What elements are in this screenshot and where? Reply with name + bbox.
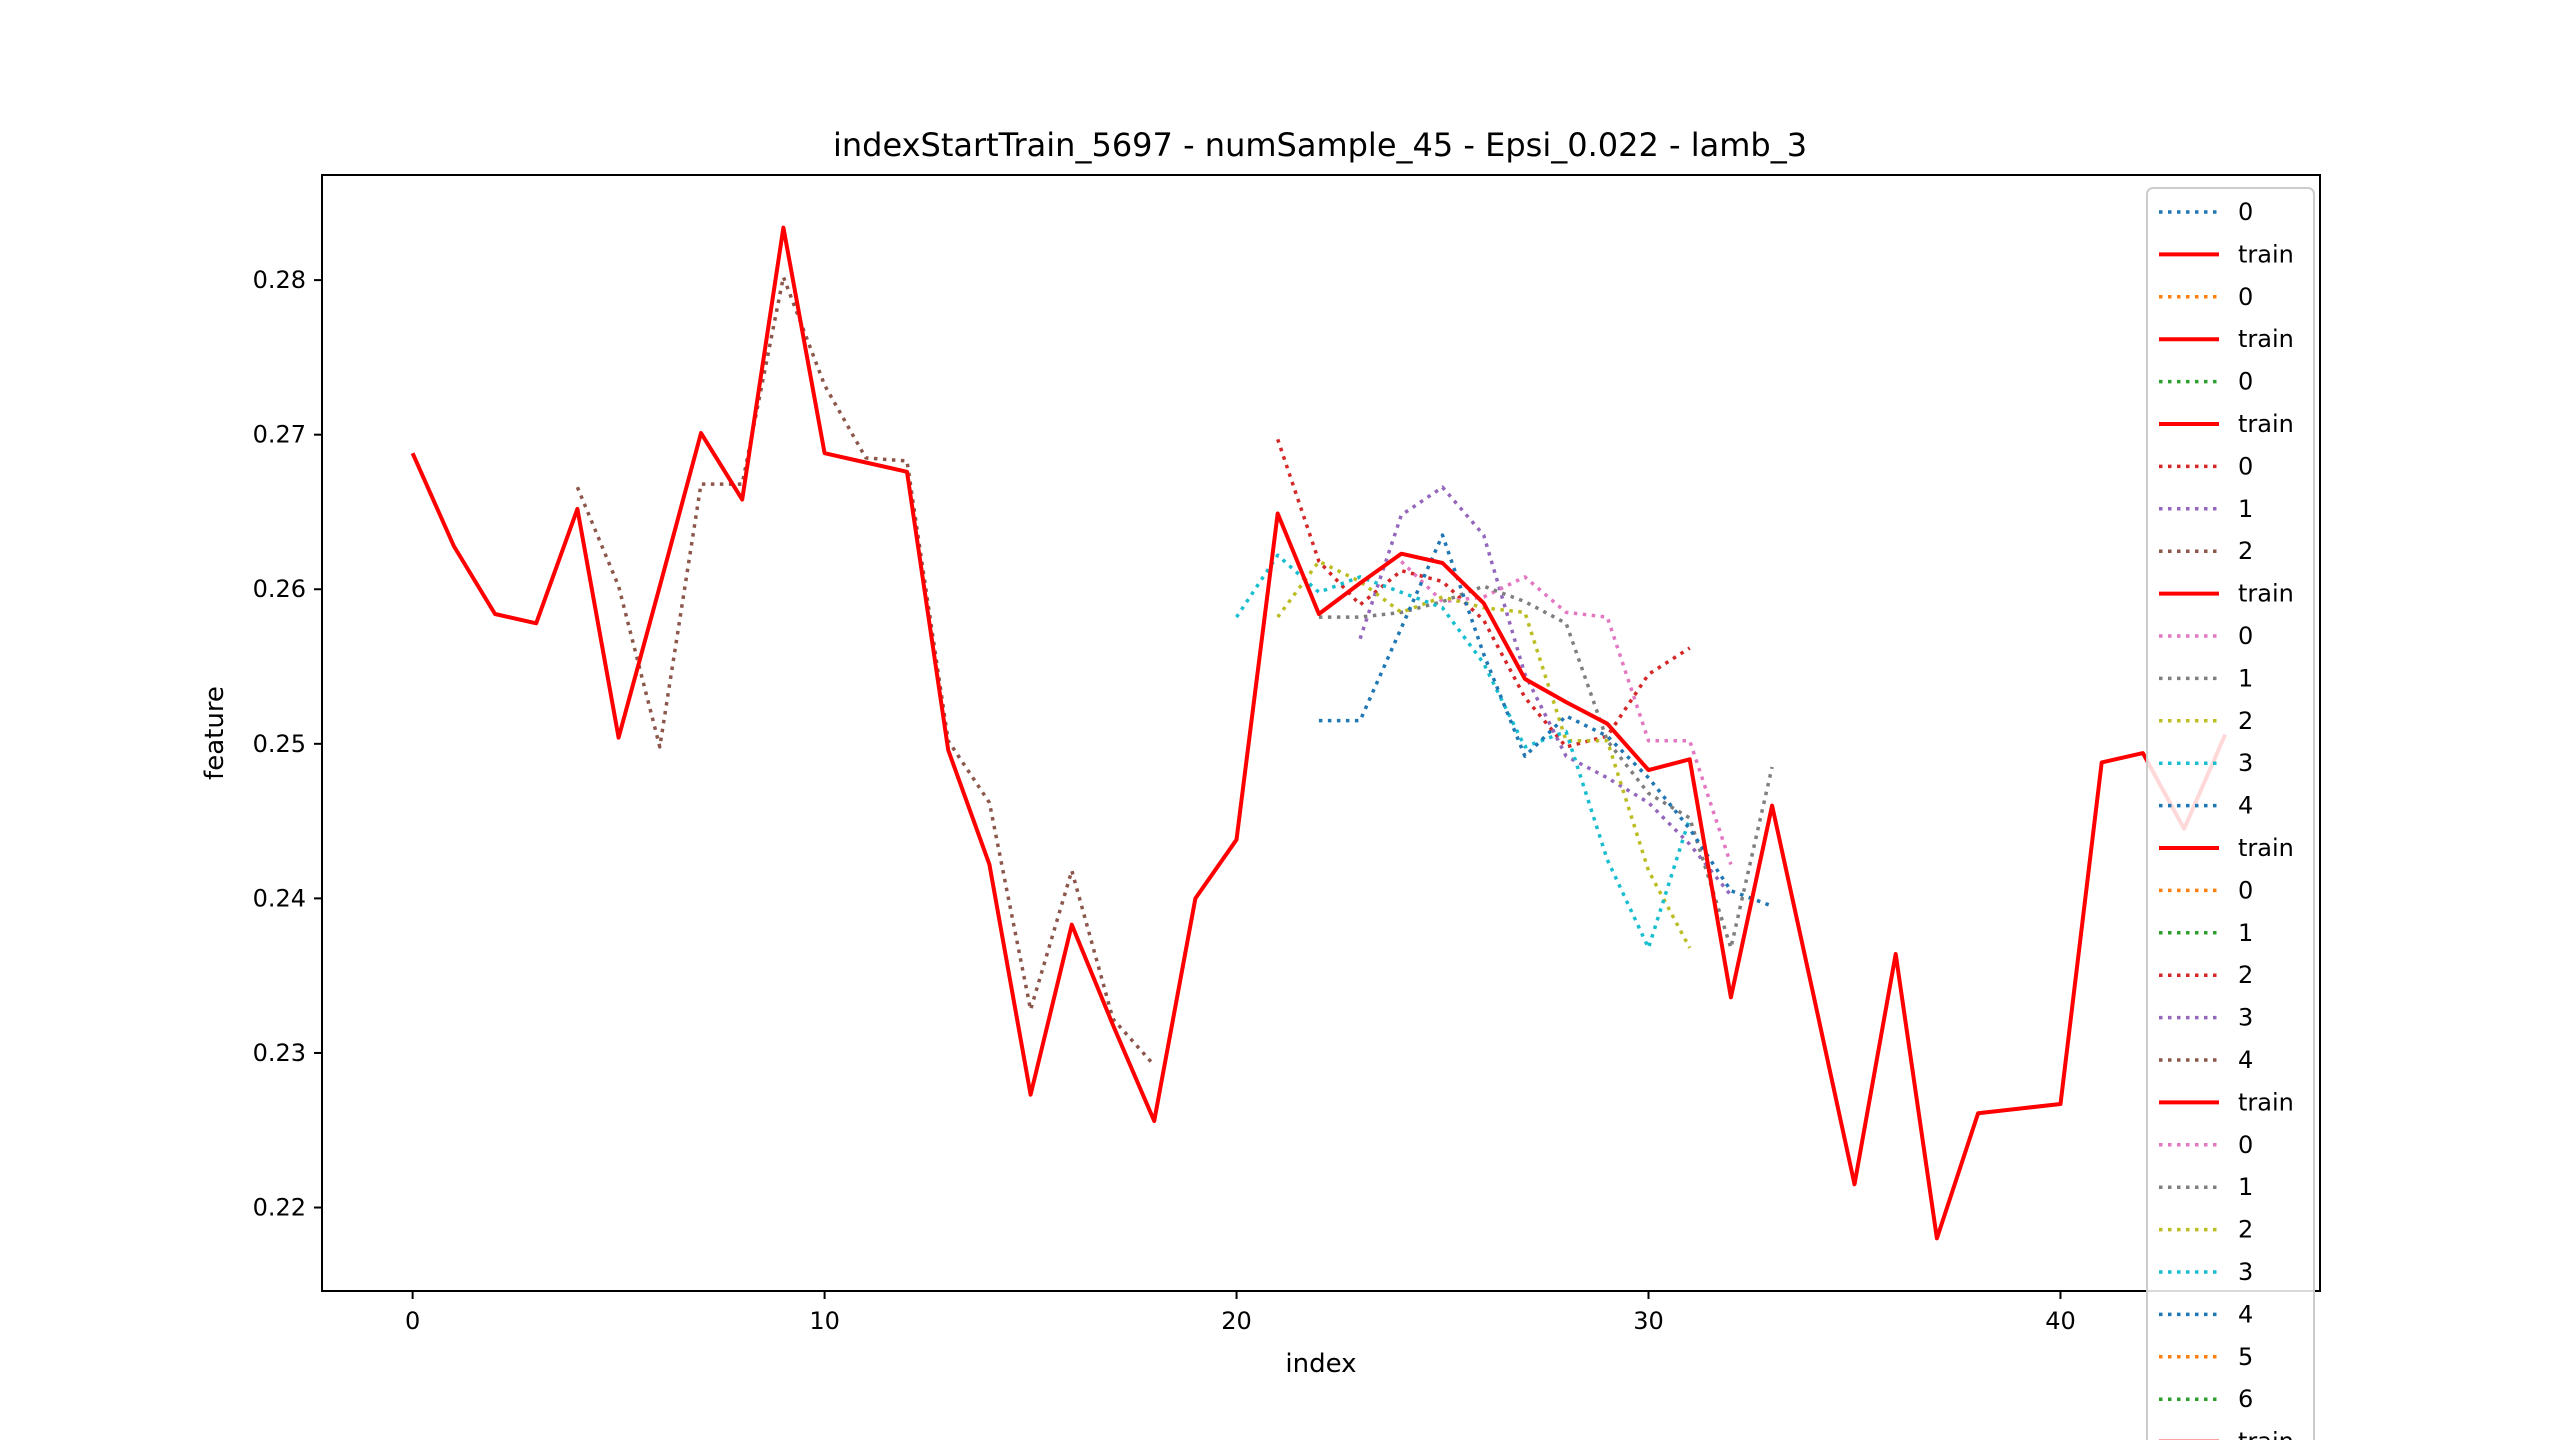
legend-entry: 1	[2238, 919, 2253, 947]
y-tick-label: 0.23	[253, 1039, 306, 1067]
series-line-12	[1276, 559, 1692, 949]
legend-entry: 4	[2238, 1300, 2253, 1328]
x-axis-label: index	[1285, 1349, 1356, 1379]
series-line-6	[1276, 438, 1691, 749]
legend-entry: 6	[2238, 1385, 2253, 1413]
legend-entry: 3	[2238, 749, 2253, 777]
y-axis-ticks: 0.22 0.23 0.24 0.25 0.26 0.27 0.28	[253, 266, 322, 1222]
legend: 0 train 0 train 0 train 0 1 2 train 0 1 2 3 4 train 0 1 2 3…	[2146, 187, 2315, 1440]
legend-entry: 0	[2238, 368, 2253, 396]
y-tick-label: 0.24	[253, 884, 306, 912]
legend-entry: 2	[2238, 537, 2253, 565]
legend-entry: train	[2238, 834, 2294, 862]
legend-entry: 4	[2238, 1046, 2253, 1074]
x-tick-label: 40	[2045, 1307, 2076, 1335]
legend-entry: 5	[2238, 1343, 2253, 1371]
series-line-11	[1318, 584, 1774, 950]
plot-lines	[410, 225, 2228, 1241]
series-line-29	[410, 225, 2228, 1241]
legend-entry: 0	[2238, 283, 2253, 311]
x-tick-label: 0	[405, 1307, 420, 1335]
legend-entry: 1	[2238, 664, 2253, 692]
legend-entry: 0	[2238, 1131, 2253, 1159]
legend-box	[2146, 187, 2315, 1440]
legend-entry: 2	[2238, 1216, 2253, 1244]
x-axis-ticks: 0 10 20 30 40	[405, 1291, 2076, 1335]
series-line-8	[575, 275, 1156, 1067]
y-tick-label: 0.22	[253, 1194, 306, 1222]
legend-entry: 4	[2238, 792, 2253, 820]
y-tick-label: 0.26	[253, 575, 306, 603]
legend-entry: 1	[2238, 495, 2253, 523]
x-tick-label: 20	[1221, 1307, 1252, 1335]
legend-entry: 0	[2238, 876, 2253, 904]
legend-entry: train	[2238, 325, 2294, 353]
legend-entry: 2	[2238, 961, 2253, 989]
legend-entry: train	[2238, 1088, 2294, 1116]
legend-entry: 3	[2238, 1258, 2253, 1286]
x-tick-label: 10	[809, 1307, 840, 1335]
y-tick-label: 0.25	[253, 730, 306, 758]
legend-entry: 0	[2238, 622, 2253, 650]
y-tick-label: 0.28	[253, 266, 306, 294]
series-line-10	[1400, 560, 1733, 865]
legend-entry: 2	[2238, 707, 2253, 735]
legend-entry: train	[2238, 580, 2294, 608]
chart-title: indexStartTrain_5697 - numSample_45 - Ep…	[833, 126, 1807, 164]
plot-frame	[321, 174, 2321, 1292]
legend-entry: 3	[2238, 1004, 2253, 1032]
legend-entry: train	[2238, 1428, 2294, 1440]
legend-entry: train	[2238, 240, 2294, 268]
series-line-7	[1358, 485, 1733, 897]
y-axis-label: feature	[200, 686, 230, 780]
legend-entry: train	[2238, 410, 2294, 438]
legend-entry: 0	[2238, 452, 2253, 480]
x-tick-label: 30	[1633, 1307, 1664, 1335]
legend-entry: 1	[2238, 1173, 2253, 1201]
series-line-14	[1318, 533, 1773, 908]
y-tick-label: 0.27	[253, 421, 306, 449]
legend-entry: 0	[2238, 198, 2253, 226]
